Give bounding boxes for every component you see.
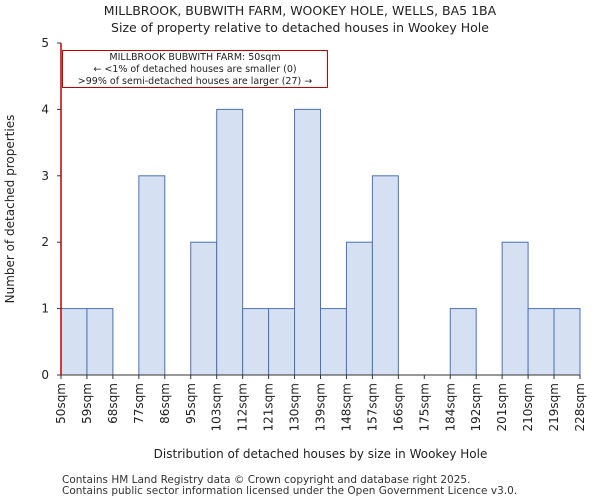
x-tick-label-148sqm: 148sqm — [339, 383, 353, 431]
bar-50sqm — [60, 308, 88, 376]
bar-210sqm — [527, 308, 555, 376]
x-tick-label-86sqm: 86sqm — [158, 383, 172, 424]
bar-184sqm — [449, 308, 477, 376]
footer-copyright: Contains HM Land Registry data © Crown c… — [62, 474, 471, 486]
bar-130sqm — [294, 108, 321, 376]
annotation-line-1: MILLBROOK BUBWITH FARM: 50sqm — [109, 52, 281, 63]
x-tick-label-139sqm: 139sqm — [314, 383, 328, 431]
x-tick-label-50sqm: 50sqm — [54, 383, 68, 424]
x-tick-label-192sqm: 192sqm — [469, 383, 483, 431]
x-tick-label-157sqm: 157sqm — [365, 383, 379, 431]
bar-112sqm — [242, 308, 270, 376]
x-tick-label-103sqm: 103sqm — [210, 383, 224, 431]
x-tick-label-210sqm: 210sqm — [521, 383, 535, 431]
bar-103sqm — [216, 108, 244, 376]
x-tick-label-112sqm: 112sqm — [236, 383, 250, 431]
bar-121sqm — [268, 308, 296, 376]
y-tick-label-2: 2 — [41, 235, 49, 249]
x-tick-label-201sqm: 201sqm — [495, 383, 509, 431]
bar-95sqm — [190, 241, 218, 376]
x-tick-label-68sqm: 68sqm — [106, 383, 120, 424]
y-tick-label-5: 5 — [41, 36, 49, 50]
x-axis-label: Distribution of detached houses by size … — [154, 447, 488, 461]
y-axis-label: Number of detached properties — [3, 115, 17, 304]
bar-219sqm — [553, 308, 581, 376]
x-tick-label-121sqm: 121sqm — [262, 383, 276, 431]
bar-77sqm — [138, 175, 166, 376]
y-tick-label-4: 4 — [41, 102, 49, 116]
x-tick-label-130sqm: 130sqm — [288, 383, 302, 431]
bar-139sqm — [320, 308, 347, 376]
chart-subtitle: Size of property relative to detached ho… — [111, 20, 489, 35]
annotation-box: MILLBROOK BUBWITH FARM: 50sqm ← <1% of d… — [62, 50, 328, 88]
annotation-line-2: ← <1% of detached houses are smaller (0) — [93, 64, 297, 75]
y-tick-label-3: 3 — [41, 169, 49, 183]
bar-59sqm — [86, 308, 114, 376]
x-tick-label-166sqm: 166sqm — [391, 383, 405, 431]
x-tick-label-59sqm: 59sqm — [80, 383, 94, 424]
y-tick-label-0: 0 — [41, 368, 49, 382]
annotation-line-3: >99% of semi-detached houses are larger … — [77, 76, 313, 87]
x-tick-label-219sqm: 219sqm — [547, 383, 561, 431]
bar-157sqm — [371, 175, 399, 376]
chart-title: MILLBROOK, BUBWITH FARM, WOOKEY HOLE, WE… — [103, 3, 497, 18]
x-tick-label-77sqm: 77sqm — [132, 383, 146, 424]
x-tick-label-228sqm: 228sqm — [573, 383, 587, 431]
bar-148sqm — [345, 241, 373, 376]
bar-201sqm — [501, 241, 529, 376]
x-tick-label-175sqm: 175sqm — [417, 383, 431, 431]
y-tick-label-1: 1 — [41, 302, 49, 316]
footer-licence: Contains public sector information licen… — [62, 485, 518, 497]
x-tick-label-95sqm: 95sqm — [184, 383, 198, 424]
x-tick-label-184sqm: 184sqm — [443, 383, 457, 431]
